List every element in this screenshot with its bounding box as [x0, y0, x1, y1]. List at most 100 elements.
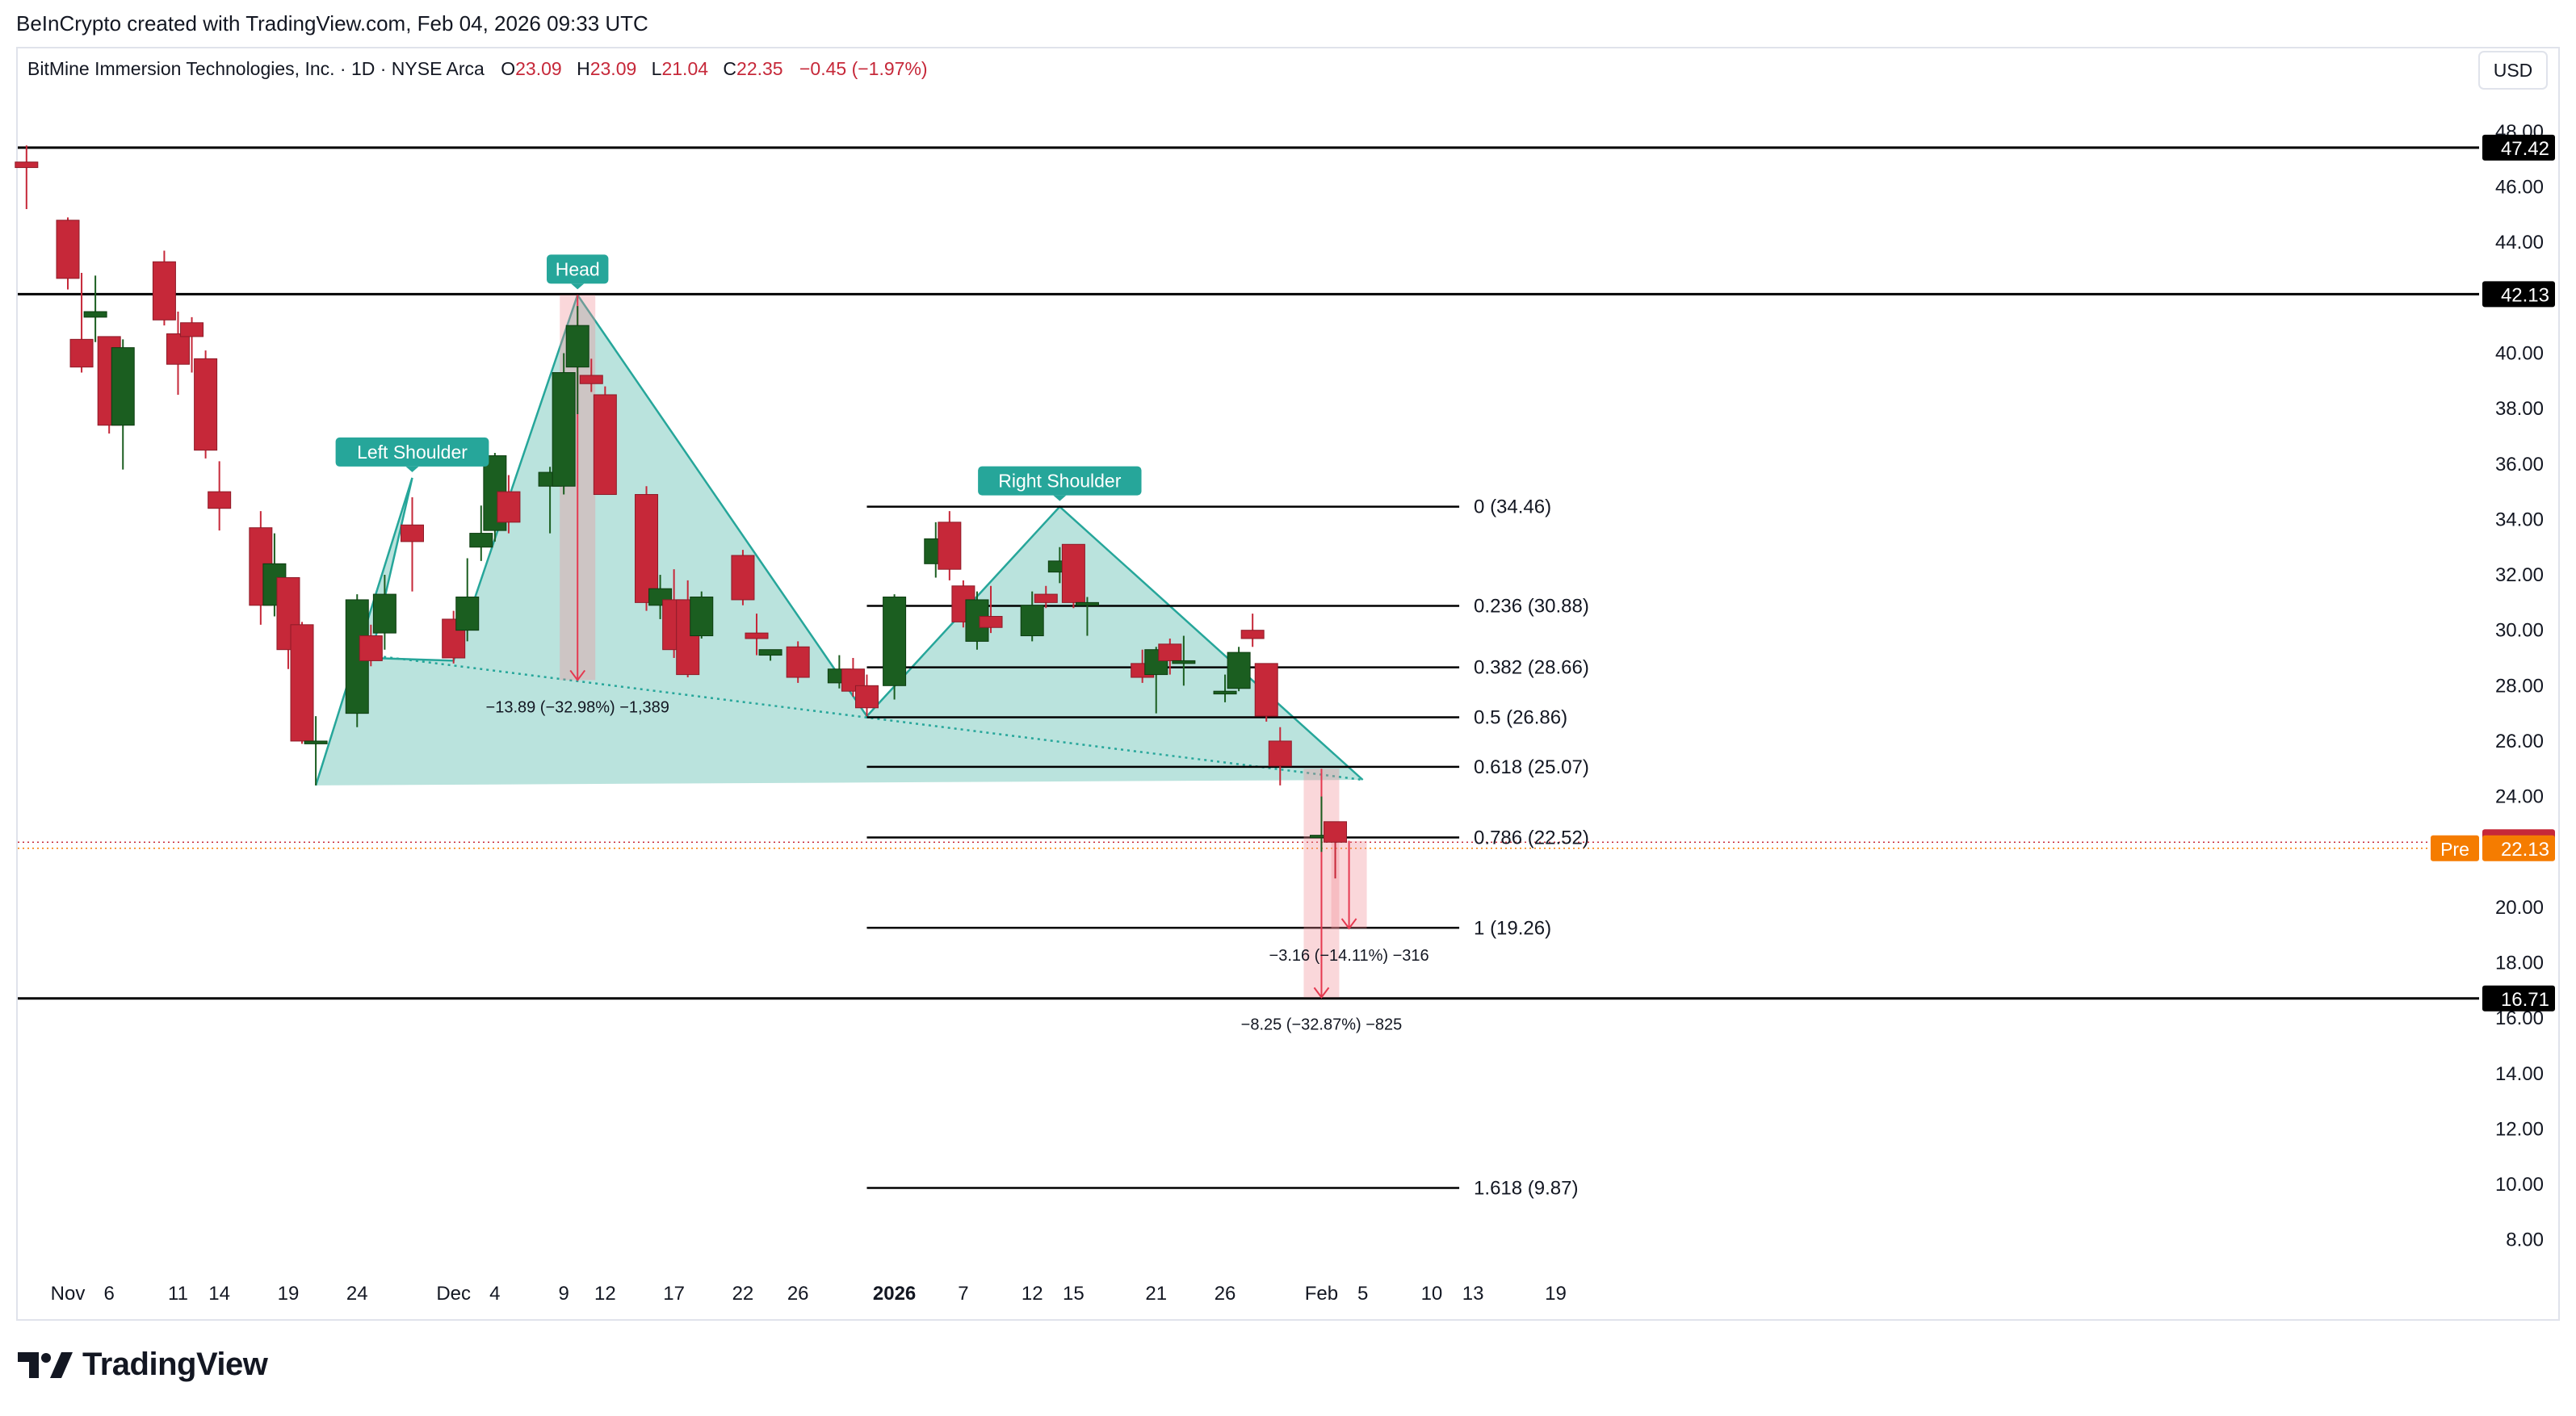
candle [469, 505, 493, 561]
fib-level-label: 0.236 (30.88) [1474, 595, 1589, 617]
currency-button[interactable]: USD [2478, 51, 2548, 90]
candle [552, 353, 576, 495]
candle-body [15, 161, 39, 169]
pattern-label-pointer [571, 283, 585, 290]
level-price-badge-text: 42.13 [2501, 284, 2549, 306]
candle [304, 716, 328, 786]
candle [83, 275, 107, 342]
y-tick-label: 46.00 [2495, 177, 2544, 199]
measure-label: −13.89 (−32.98%) −1,389 [486, 698, 669, 716]
pattern-label-tag: Left Shoulder [335, 437, 489, 472]
candle-body [1240, 630, 1265, 639]
chart-legend: BitMine Immersion Technologies, Inc. · 1… [27, 58, 928, 79]
x-tick-label: 4 [489, 1283, 500, 1305]
measure-tools: −13.89 (−32.98%) −1,389 −8.25 (−32.87%) −… [486, 295, 1429, 1033]
candle-body [1213, 690, 1237, 695]
x-tick-label: 12 [1022, 1283, 1043, 1305]
premarket-price-badge-box [2482, 835, 2555, 861]
candle [1061, 543, 1085, 609]
candle [166, 312, 190, 395]
pattern-label-box [978, 466, 1142, 496]
y-axis: 8.0010.0012.0014.0016.0018.0020.0022.002… [2495, 65, 2544, 1251]
premarket-tag-box [2431, 835, 2479, 861]
candle [731, 550, 755, 605]
measure-arrow-head [1313, 987, 1330, 999]
level-price-badge-box [2482, 985, 2555, 1012]
legend-close-label: C [723, 58, 736, 79]
legend-open: 23.09 [515, 58, 562, 79]
candle-body [883, 597, 907, 686]
candle [1240, 614, 1265, 647]
candle-body [841, 668, 865, 692]
candle-body [731, 555, 755, 601]
candle-body [359, 635, 383, 661]
premarket-tag: Pre [2431, 835, 2479, 861]
x-tick-label: 22 [732, 1283, 754, 1305]
candle [497, 475, 521, 534]
candle-body [1227, 651, 1251, 689]
candle-body [979, 616, 1003, 628]
candle [854, 674, 879, 717]
y-tick-label: 36.00 [2495, 454, 2544, 475]
y-tick-label: 30.00 [2495, 620, 2544, 642]
x-tick-label: 6 [104, 1283, 115, 1305]
x-tick-label: 12 [594, 1283, 616, 1305]
y-tick-label: 14.00 [2495, 1063, 2544, 1085]
legend-high: 23.09 [590, 58, 637, 79]
x-tick-label: 19 [1545, 1283, 1567, 1305]
x-tick-label: 26 [787, 1283, 809, 1305]
fibonacci-levels: 0 (34.46) 0.236 (30.88) 0.382 (28.66) 0.5 (… [866, 496, 1589, 1200]
candle-body [290, 624, 314, 742]
x-tick-label: 17 [663, 1283, 685, 1305]
candle [690, 591, 714, 639]
x-tick-label: 9 [558, 1283, 568, 1305]
x-tick-label: Nov [51, 1283, 86, 1305]
candle [208, 461, 232, 531]
tradingview-logo[interactable]: TradingView [18, 1347, 268, 1383]
currency-label: USD [2494, 60, 2533, 81]
candle-body [469, 533, 493, 548]
premarket-tag-text: Pre [2440, 839, 2469, 860]
candle [635, 486, 659, 611]
candle [359, 624, 383, 667]
y-tick-label: 38.00 [2495, 398, 2544, 420]
x-tick-label: 14 [208, 1283, 230, 1305]
legend-symbol: BitMine Immersion Technologies, Inc. · 1… [27, 58, 485, 79]
level-price-badge: 16.71 [2482, 985, 2555, 1012]
candle [194, 350, 218, 459]
measure-label: −3.16 (−14.11%) −316 [1269, 947, 1429, 965]
x-tick-label: 2026 [873, 1283, 916, 1305]
measure-arrow-head [1340, 918, 1357, 930]
x-tick-label: 13 [1462, 1283, 1484, 1305]
pattern-label-text: Right Shoulder [998, 471, 1121, 492]
horizontal-levels [18, 146, 2479, 1000]
y-tick-label: 34.00 [2495, 509, 2544, 530]
x-axis: Nov 6 11 14 19 24 Dec 4 9 12 17 22 26 2026 7 12 15 21 26 Fe… [51, 1283, 1567, 1305]
candle-body [69, 338, 94, 368]
candle [111, 339, 135, 470]
y-tick-label: 20.00 [2495, 897, 2544, 919]
candle-body [552, 372, 576, 487]
legend-open-label: O [501, 58, 515, 79]
fib-level-label: 1.618 (9.87) [1474, 1178, 1578, 1200]
candle-body [1034, 593, 1058, 603]
pattern-label-tag: Head [547, 254, 609, 290]
candle-body [152, 261, 176, 320]
x-tick-label: 19 [278, 1283, 300, 1305]
fib-level-label: 0.618 (25.07) [1474, 756, 1589, 778]
legend-close: 22.35 [736, 58, 783, 79]
x-tick-label: 26 [1215, 1283, 1236, 1305]
candle [841, 658, 865, 698]
candle-body [372, 593, 396, 634]
candle-body [565, 325, 589, 368]
candle-body [758, 649, 782, 656]
candle-body [455, 597, 480, 631]
candle [455, 558, 480, 642]
candle-body [497, 491, 521, 523]
x-tick-label: 5 [1357, 1283, 1368, 1305]
candle-body [180, 322, 204, 337]
chart-frame [16, 47, 2560, 1321]
candle [15, 145, 39, 210]
x-tick-label: 10 [1421, 1283, 1443, 1305]
